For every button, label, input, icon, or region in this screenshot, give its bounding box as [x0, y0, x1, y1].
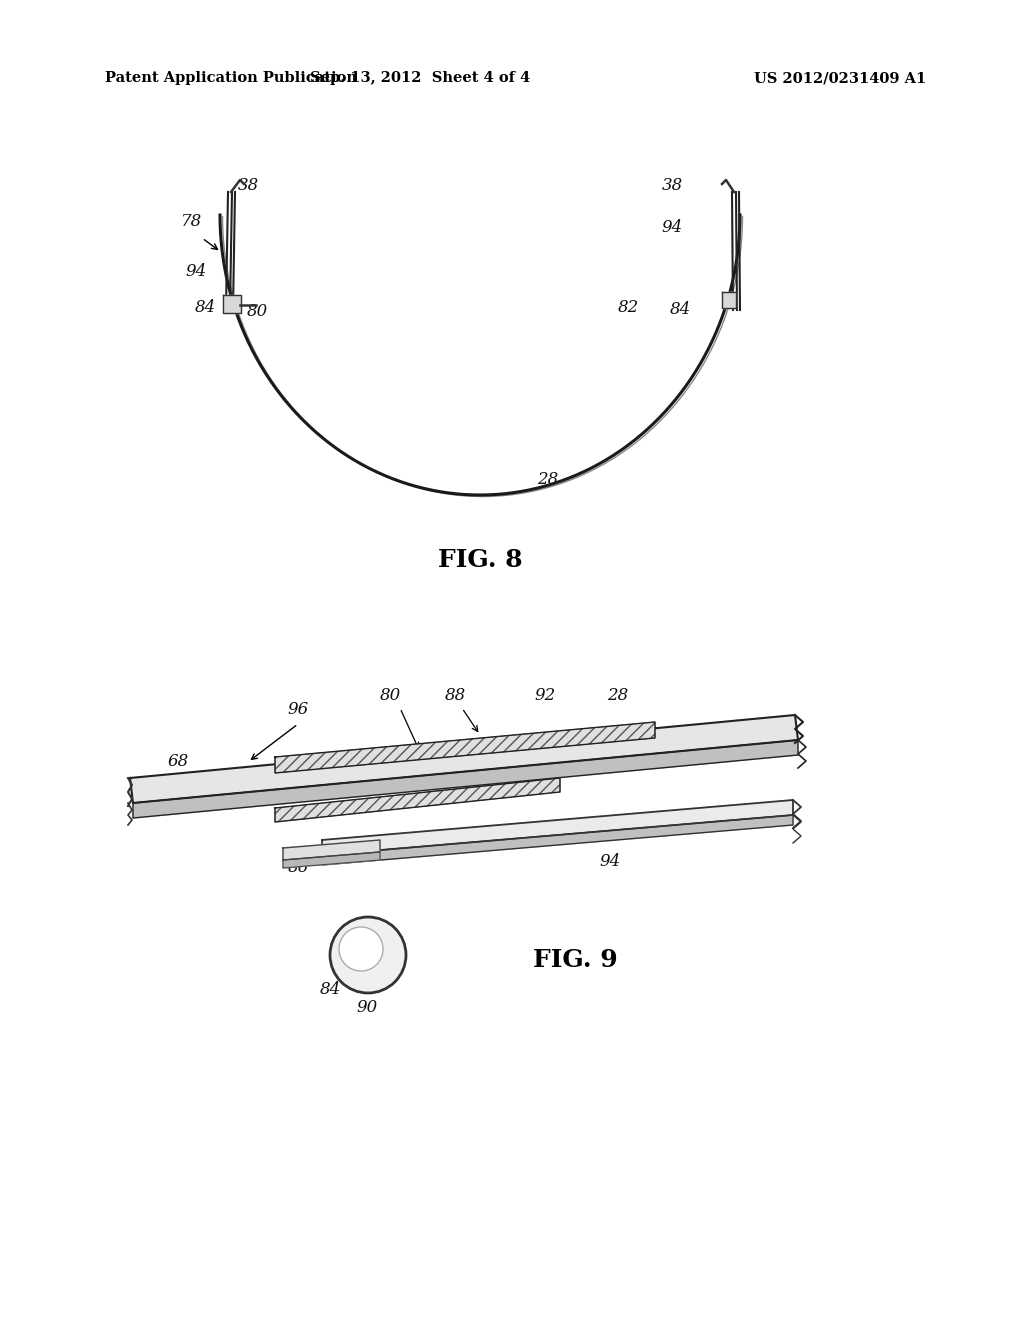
Text: 94: 94 — [599, 854, 621, 870]
Text: 84: 84 — [670, 301, 690, 318]
Text: FIG. 8: FIG. 8 — [437, 548, 522, 572]
Text: 84: 84 — [319, 982, 341, 998]
Text: 88: 88 — [444, 686, 466, 704]
Polygon shape — [283, 840, 380, 861]
Circle shape — [339, 927, 383, 972]
Text: 82: 82 — [618, 300, 639, 317]
Text: Patent Application Publication: Patent Application Publication — [105, 71, 357, 84]
Text: 86: 86 — [288, 859, 308, 876]
Polygon shape — [275, 777, 560, 822]
Text: FIG. 9: FIG. 9 — [532, 948, 617, 972]
Circle shape — [330, 917, 406, 993]
Text: 68: 68 — [167, 754, 188, 771]
Text: 90: 90 — [356, 998, 378, 1015]
Text: 28: 28 — [538, 471, 559, 488]
Text: 80: 80 — [247, 304, 267, 321]
Polygon shape — [133, 741, 798, 818]
Text: 94: 94 — [185, 264, 207, 281]
Text: 80: 80 — [379, 686, 400, 704]
Polygon shape — [322, 800, 793, 855]
Text: US 2012/0231409 A1: US 2012/0231409 A1 — [754, 71, 926, 84]
Polygon shape — [130, 715, 798, 803]
Polygon shape — [722, 292, 736, 308]
Polygon shape — [322, 814, 793, 865]
Polygon shape — [275, 722, 655, 774]
Text: 96: 96 — [288, 701, 308, 718]
Text: 78: 78 — [181, 214, 203, 231]
Polygon shape — [283, 851, 380, 869]
Text: 38: 38 — [662, 177, 683, 194]
Text: 28: 28 — [607, 686, 629, 704]
Polygon shape — [223, 294, 241, 313]
Text: 84: 84 — [195, 300, 216, 317]
Text: 38: 38 — [238, 177, 259, 194]
Text: 92: 92 — [535, 686, 556, 704]
Text: 94: 94 — [662, 219, 683, 236]
Text: Sep. 13, 2012  Sheet 4 of 4: Sep. 13, 2012 Sheet 4 of 4 — [310, 71, 530, 84]
